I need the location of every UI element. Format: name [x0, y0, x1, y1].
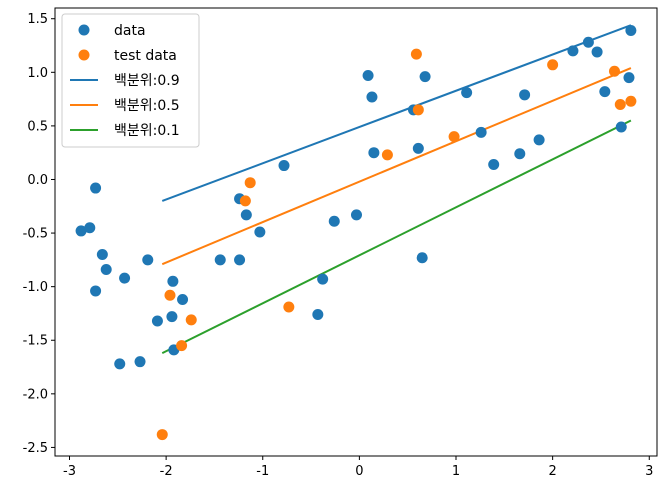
data-point [488, 158, 500, 170]
data-point [625, 25, 637, 37]
data-point [582, 36, 594, 48]
legend-marker-1 [78, 49, 90, 61]
data-point [366, 91, 378, 103]
legend: data test data 백분위:0.9 백분위:0.5 백분위:0.1 [61, 13, 200, 148]
test-data-point [547, 59, 559, 71]
test-data-point [410, 48, 422, 60]
axes-layer: -3 -2 -1 0 1 2 3 -2.5 -2.0 -1.5 -1.0 -0.5 0.0 0.5 1.0 1… [23, 12, 654, 479]
data-point [362, 70, 374, 82]
y-tick-label: -2.0 [23, 387, 48, 402]
y-tick-label: 1.5 [27, 12, 48, 27]
data-point [114, 358, 126, 370]
test-data-point [381, 149, 393, 161]
legend-label-1: test data [114, 48, 177, 64]
test-data-point [625, 95, 637, 107]
x-tick-label: -3 [63, 464, 76, 479]
data-point [368, 147, 380, 159]
data-point [416, 252, 428, 264]
x-tick-label: 3 [645, 464, 653, 479]
data-point [328, 215, 340, 227]
plot-frame [54, 7, 658, 457]
test-data-point [156, 429, 168, 441]
legend-box [61, 13, 200, 148]
quantile-line-3 [161, 67, 632, 266]
data-point [312, 309, 324, 321]
legend-marker-0 [78, 24, 90, 36]
legend-label-3: 백분위:0.5 [114, 98, 180, 114]
data-point [278, 160, 290, 172]
data-point [134, 356, 146, 368]
data-point [615, 121, 627, 133]
data-point [177, 294, 189, 306]
test-data-point [448, 131, 460, 143]
quantile-line-4 [161, 119, 632, 355]
test-data-point [412, 104, 424, 116]
quantile-line-2 [161, 24, 632, 202]
y-tick-label: -0.5 [23, 227, 48, 242]
data-point [254, 226, 266, 238]
test-data-point [185, 314, 197, 326]
test-data-point [239, 195, 251, 207]
data-point [419, 71, 431, 83]
y-tick-label: 1.0 [27, 66, 48, 81]
data-point [412, 142, 424, 154]
data-point [142, 254, 154, 266]
x-tick-label: 2 [548, 464, 556, 479]
test-data-point [608, 65, 620, 77]
data-point [75, 225, 87, 237]
data-point [166, 311, 178, 323]
data-point [214, 254, 226, 266]
data-point [240, 209, 252, 221]
legend-items: data test data 백분위:0.9 백분위:0.5 백분위:0.1 [70, 23, 180, 139]
data-point [317, 273, 329, 285]
data-point [96, 249, 108, 261]
data-point [90, 285, 102, 297]
x-tick-label: 0 [355, 464, 363, 479]
test-data-point [164, 289, 176, 301]
y-tick-label: -2.5 [23, 441, 48, 456]
data-point [475, 126, 487, 138]
legend-label-2: 백분위:0.9 [114, 73, 180, 89]
data-point [533, 134, 545, 146]
data-point [519, 89, 531, 101]
test-data-point [176, 340, 188, 352]
data-point [623, 72, 635, 84]
data-point [514, 148, 526, 160]
data-point [591, 46, 603, 58]
test-data-point [244, 177, 256, 189]
data-point [119, 272, 131, 284]
x-tick-label: -1 [256, 464, 269, 479]
y-tick-label: 0.5 [27, 119, 48, 134]
data-point [167, 275, 179, 287]
y-tick-label: -1.0 [23, 280, 48, 295]
data-point [84, 222, 96, 234]
data-point [567, 45, 579, 57]
x-tick-label: -2 [160, 464, 173, 479]
series-layer [75, 24, 637, 441]
data-point [461, 87, 473, 99]
test-data-point [614, 98, 626, 110]
legend-label-0: data [114, 23, 146, 39]
y-tick-label: 0.0 [27, 173, 48, 188]
data-point [90, 182, 102, 194]
data-point [350, 209, 362, 221]
data-point [100, 264, 112, 276]
data-point [234, 254, 246, 266]
y-tick-label: -1.5 [23, 334, 48, 349]
x-tick-label: 1 [452, 464, 460, 479]
data-point [151, 315, 163, 327]
test-data-point [283, 301, 295, 313]
data-point [599, 86, 611, 98]
legend-label-4: 백분위:0.1 [114, 123, 180, 139]
